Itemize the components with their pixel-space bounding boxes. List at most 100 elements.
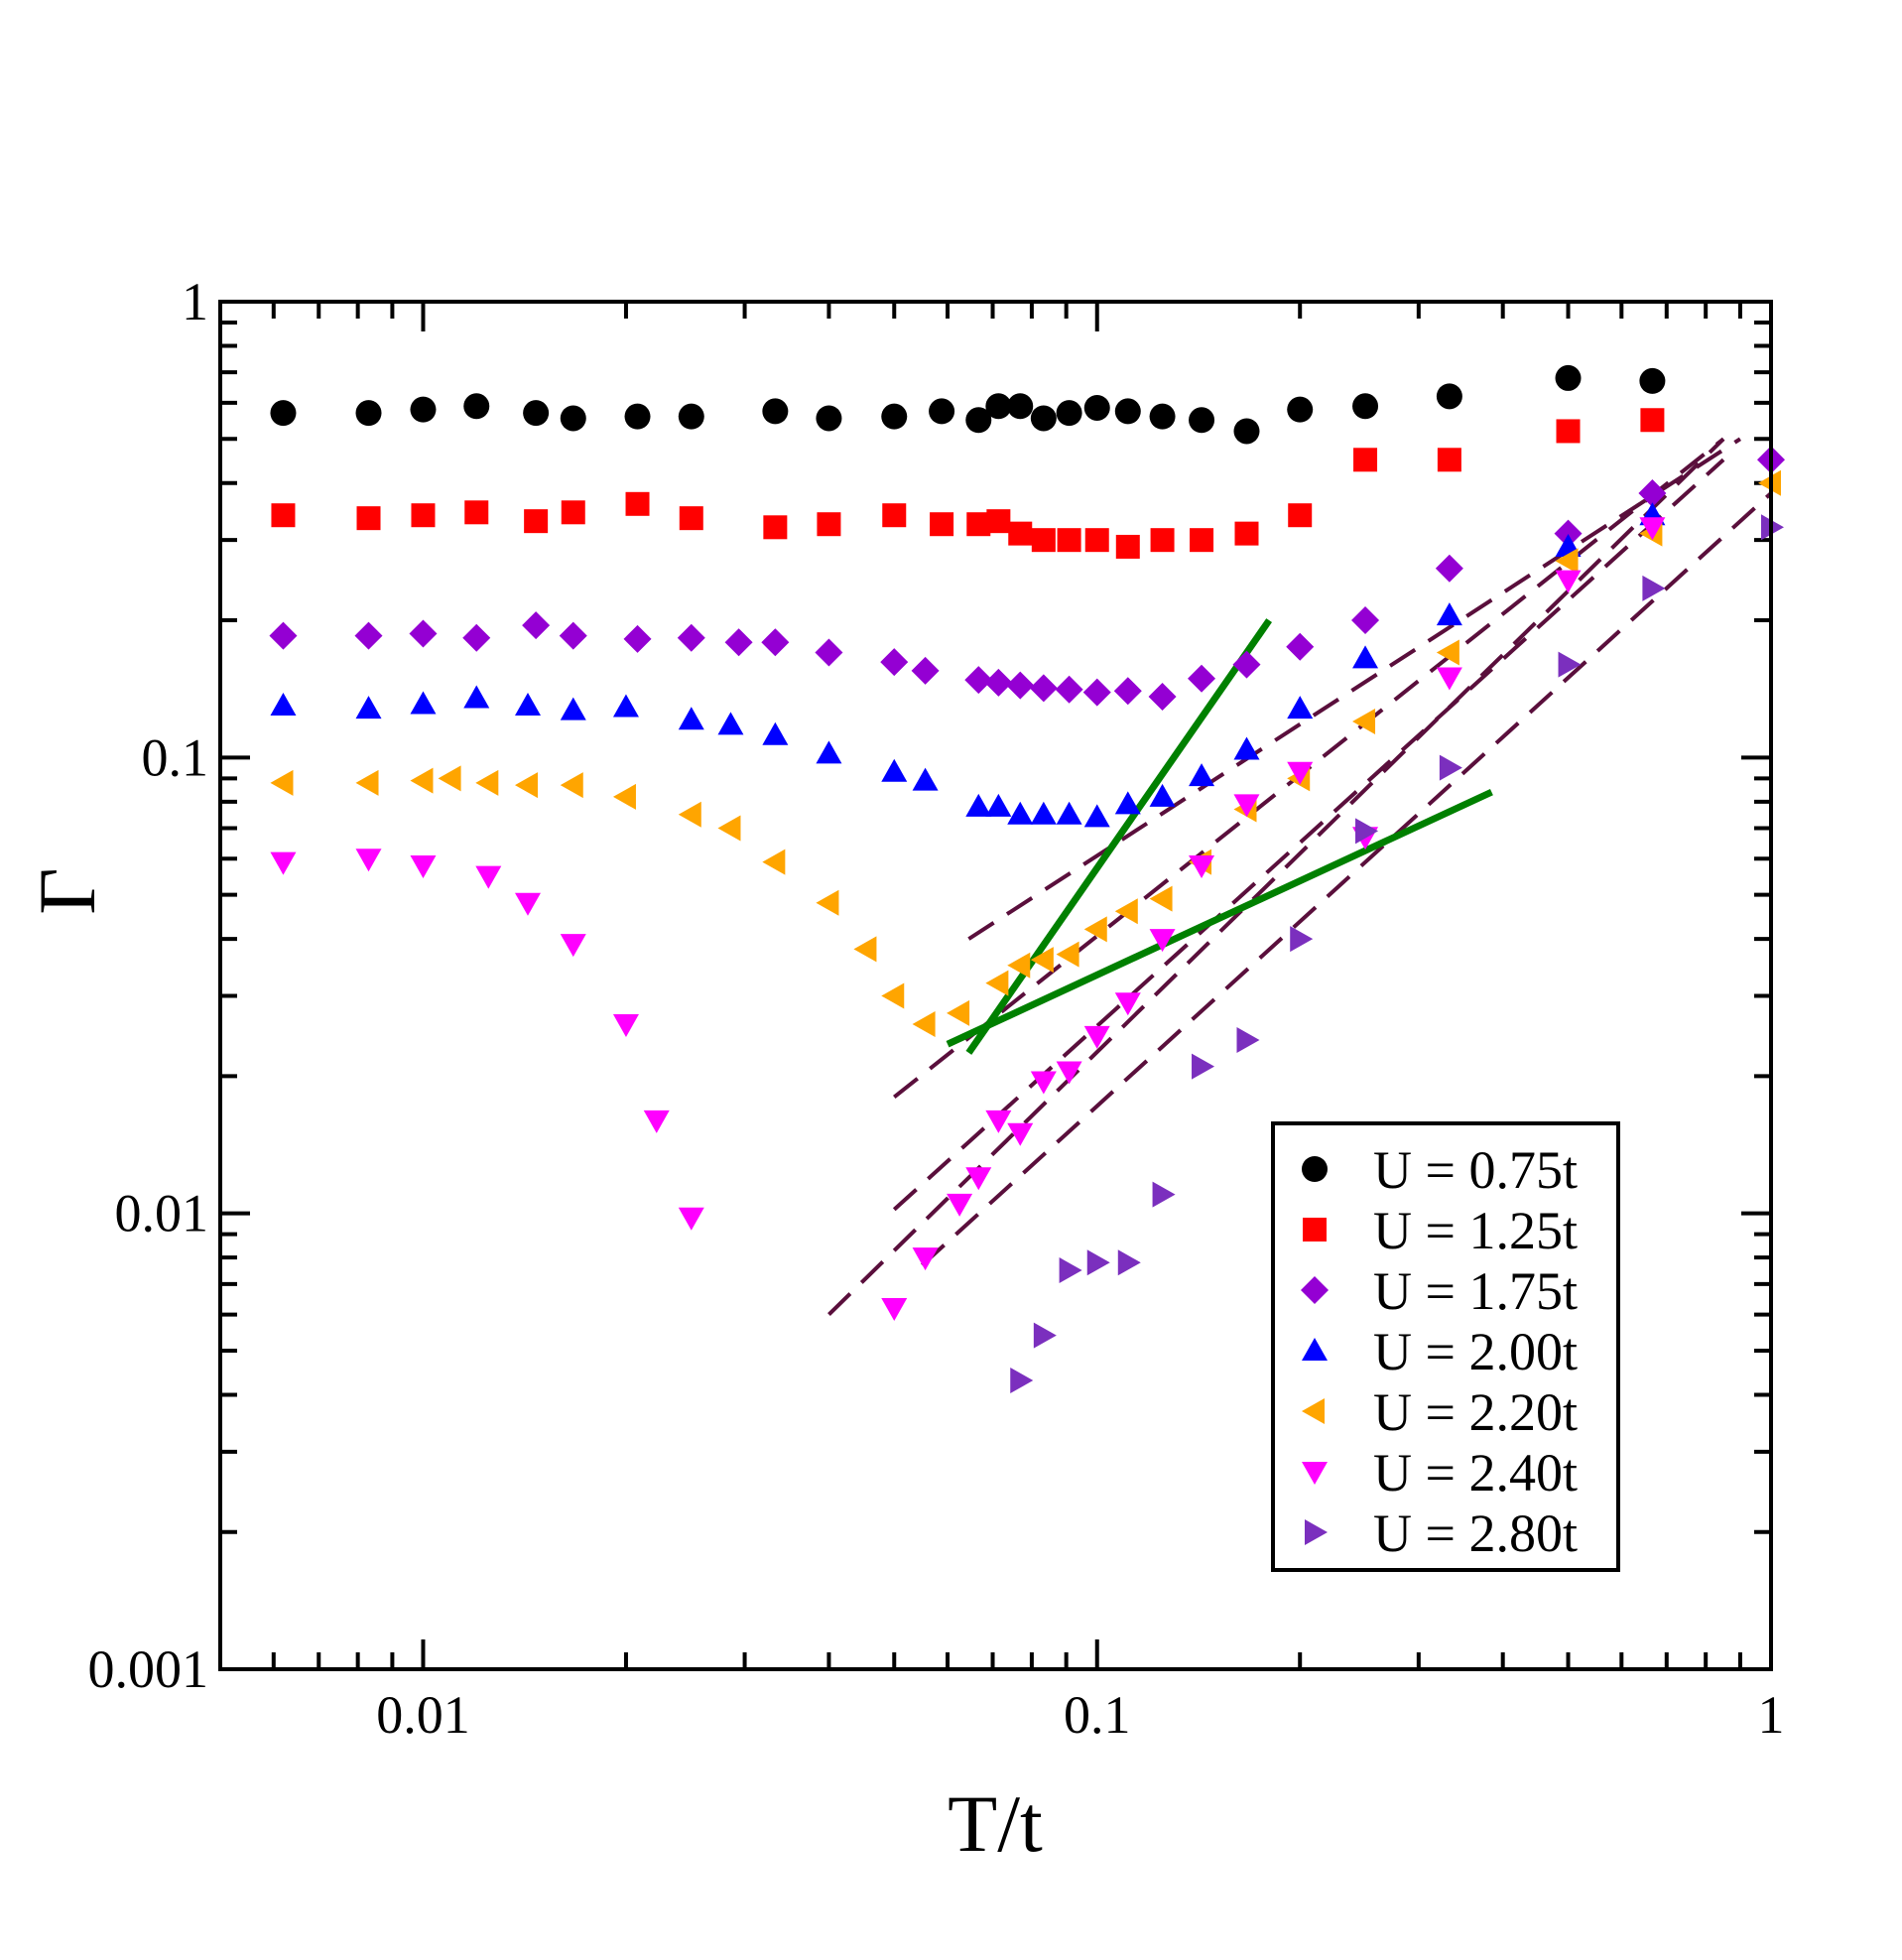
data-point xyxy=(1555,548,1579,575)
data-point xyxy=(1355,818,1379,845)
data-point xyxy=(270,851,297,875)
legend-box xyxy=(1271,1121,1620,1572)
data-point xyxy=(717,712,744,735)
data-point xyxy=(1639,517,1666,541)
data-point xyxy=(1083,804,1110,828)
data-point xyxy=(410,396,437,423)
data-point xyxy=(355,769,379,796)
x-tick-label: 1 xyxy=(1758,1685,1785,1745)
data-point xyxy=(677,623,705,652)
data-point xyxy=(929,398,955,425)
data-point xyxy=(881,982,905,1009)
guide-line-green xyxy=(946,788,1493,1048)
data-point xyxy=(1555,364,1582,391)
fit-line-dashed xyxy=(921,491,1771,1267)
data-point xyxy=(612,1014,639,1038)
data-point xyxy=(985,970,1009,996)
data-point xyxy=(1233,418,1260,445)
data-point xyxy=(355,696,382,719)
data-point xyxy=(881,758,908,782)
data-point xyxy=(1352,393,1379,420)
data-point xyxy=(475,769,499,796)
data-point xyxy=(1006,671,1035,700)
series-u-2-20t xyxy=(270,469,1781,1038)
data-point xyxy=(623,624,652,653)
data-point xyxy=(356,506,381,531)
data-point xyxy=(1640,408,1665,433)
data-point xyxy=(1554,519,1583,548)
data-point xyxy=(354,621,383,650)
data-point xyxy=(1030,801,1057,825)
data-point xyxy=(1233,736,1260,760)
data-point xyxy=(762,721,789,745)
data-point xyxy=(986,509,1011,534)
data-point xyxy=(965,1167,992,1191)
data-point xyxy=(1436,602,1462,626)
data-point xyxy=(560,772,583,799)
legend-label: U = 0.75t xyxy=(1373,1140,1578,1200)
data-point xyxy=(911,656,940,685)
data-point xyxy=(1152,1181,1176,1208)
data-point xyxy=(985,1110,1012,1133)
y-tick-label: 1 xyxy=(182,272,208,331)
data-point xyxy=(464,500,489,525)
data-point xyxy=(1558,651,1582,678)
data-point xyxy=(985,793,1012,817)
data-point xyxy=(1082,678,1111,707)
data-point xyxy=(1149,885,1173,912)
series-u-2-40t xyxy=(270,517,1666,1322)
data-point xyxy=(816,405,842,432)
data-point xyxy=(1056,400,1082,427)
data-point xyxy=(1436,383,1462,410)
legend-marker xyxy=(1302,1398,1325,1424)
data-point xyxy=(678,403,704,430)
fit-line-dashed xyxy=(892,457,1725,1212)
data-point xyxy=(270,769,294,796)
data-point xyxy=(1556,419,1581,444)
data-point xyxy=(560,934,586,958)
data-point xyxy=(524,509,549,534)
data-point xyxy=(410,767,434,794)
series-u-0-75t xyxy=(270,364,1666,445)
data-point xyxy=(1114,992,1141,1016)
data-point xyxy=(1086,1249,1110,1276)
data-point xyxy=(1083,916,1107,943)
data-point xyxy=(1436,667,1462,691)
data-point xyxy=(1234,521,1259,546)
data-point xyxy=(561,500,585,525)
data-point xyxy=(270,400,297,427)
data-point xyxy=(947,1193,973,1217)
data-point xyxy=(815,638,843,667)
data-point xyxy=(624,403,651,430)
data-point xyxy=(1189,763,1215,787)
data-point xyxy=(1190,528,1214,553)
tick-labels: 0.01 0.1 1 0.001 0.01 0.1 1 xyxy=(88,272,1785,1745)
data-point xyxy=(1555,570,1582,593)
data-point xyxy=(1056,1061,1082,1085)
data-point xyxy=(964,666,993,695)
data-point xyxy=(1007,952,1031,979)
data-point xyxy=(410,854,437,878)
data-point xyxy=(1148,682,1177,711)
data-point xyxy=(1113,677,1142,706)
x-tick-label: 0.1 xyxy=(1064,1685,1131,1745)
data-point xyxy=(1642,575,1666,601)
data-point xyxy=(678,801,701,828)
y-tick-label: 0.1 xyxy=(142,727,209,787)
data-point xyxy=(1059,1257,1082,1284)
data-point xyxy=(1010,1368,1034,1394)
data-point xyxy=(559,621,587,650)
data-point xyxy=(1057,528,1081,553)
y-tick-label: 0.01 xyxy=(115,1184,209,1243)
data-point xyxy=(1352,645,1379,669)
data-point xyxy=(1150,528,1175,553)
data-point xyxy=(1007,393,1034,420)
data-point xyxy=(463,685,490,709)
data-point xyxy=(643,1110,670,1133)
data-point xyxy=(1639,367,1666,394)
data-point xyxy=(463,393,490,420)
data-point xyxy=(1436,639,1459,666)
guide-line-green xyxy=(965,618,1273,1055)
data-point xyxy=(1056,801,1082,825)
